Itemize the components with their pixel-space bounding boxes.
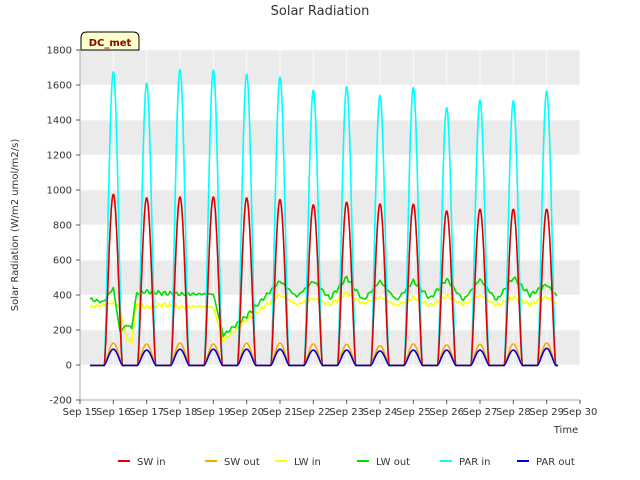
plot-band <box>80 260 580 295</box>
legend-label: PAR out <box>536 457 575 468</box>
y-axis-label: Solar Radiation (W/m2 umol/m2/s) <box>10 139 21 312</box>
y-tick-label: 200 <box>53 326 72 337</box>
y-tick-label: 800 <box>53 221 72 232</box>
y-tick-label: 1800 <box>47 46 72 57</box>
legend-label: SW out <box>224 457 260 468</box>
plot-band <box>80 330 580 365</box>
series-line-lw-in <box>89 291 558 344</box>
x-tick-label: Sep 30 <box>563 407 598 418</box>
x-tick-label: Sep 24 <box>363 407 398 418</box>
y-tick-label: 1000 <box>47 186 72 197</box>
x-tick-label: Sep 23 <box>329 407 364 418</box>
x-tick-label: Sep 20 <box>229 407 264 418</box>
series-line-par-out <box>89 347 559 367</box>
y-tick-label: 1200 <box>47 151 72 162</box>
y-tick-label: 1400 <box>47 116 72 127</box>
legend-item-par-in: PAR in <box>440 457 490 468</box>
series-layer <box>89 68 559 367</box>
x-tick-label: Sep 16 <box>96 407 131 418</box>
legend-label: LW out <box>376 457 410 468</box>
x-tick-label: Sep 17 <box>129 407 164 418</box>
x-tick-label: Sep 19 <box>196 407 231 418</box>
x-tick-label: Sep 26 <box>429 407 464 418</box>
x-tick-label: Sep 28 <box>496 407 531 418</box>
legend: SW in SW out LW in LW out PAR in PAR out <box>118 457 575 468</box>
legend-item-sw-out: SW out <box>205 457 260 468</box>
legend-item-par-out: PAR out <box>517 457 575 468</box>
badge-box <box>80 31 140 51</box>
x-tick-label: Sep 25 <box>396 407 431 418</box>
y-tick-label: 400 <box>53 291 72 302</box>
badge-label: DC_met <box>89 38 132 49</box>
y-tick-label: -200 <box>49 396 72 407</box>
legend-item-lw-in: LW in <box>275 457 321 468</box>
x-tick-label: Sep 27 <box>463 407 498 418</box>
plot-band <box>80 50 580 85</box>
y-tick-label: 1600 <box>47 81 72 92</box>
legend-label: PAR in <box>459 457 490 468</box>
y-tick-label: 600 <box>53 256 72 267</box>
x-tick-label: Sep 22 <box>296 407 331 418</box>
legend-item-lw-out: LW out <box>357 457 410 468</box>
y-tick-label: 0 <box>66 361 72 372</box>
series-line-lw-out <box>89 275 558 338</box>
legend-label: SW in <box>137 457 166 468</box>
x-tick-label: Sep 18 <box>163 407 198 418</box>
legend-item-sw-in: SW in <box>118 457 166 468</box>
x-tick-label: Sep 21 <box>263 407 298 418</box>
x-axis-label: Time <box>553 425 578 436</box>
x-tick-label: Sep 29 <box>529 407 564 418</box>
dc-met-badge: DC_met <box>80 31 140 51</box>
x-tick-label: Sep 15 <box>63 407 98 418</box>
chart-title: Solar Radiation <box>271 4 370 19</box>
plot-band <box>80 120 580 155</box>
plot-band <box>80 190 580 225</box>
legend-label: LW in <box>294 457 321 468</box>
axis-layer: -200 0 200 400 600 800 1000 1200 1400 1600 1800 Sep… <box>47 46 598 419</box>
